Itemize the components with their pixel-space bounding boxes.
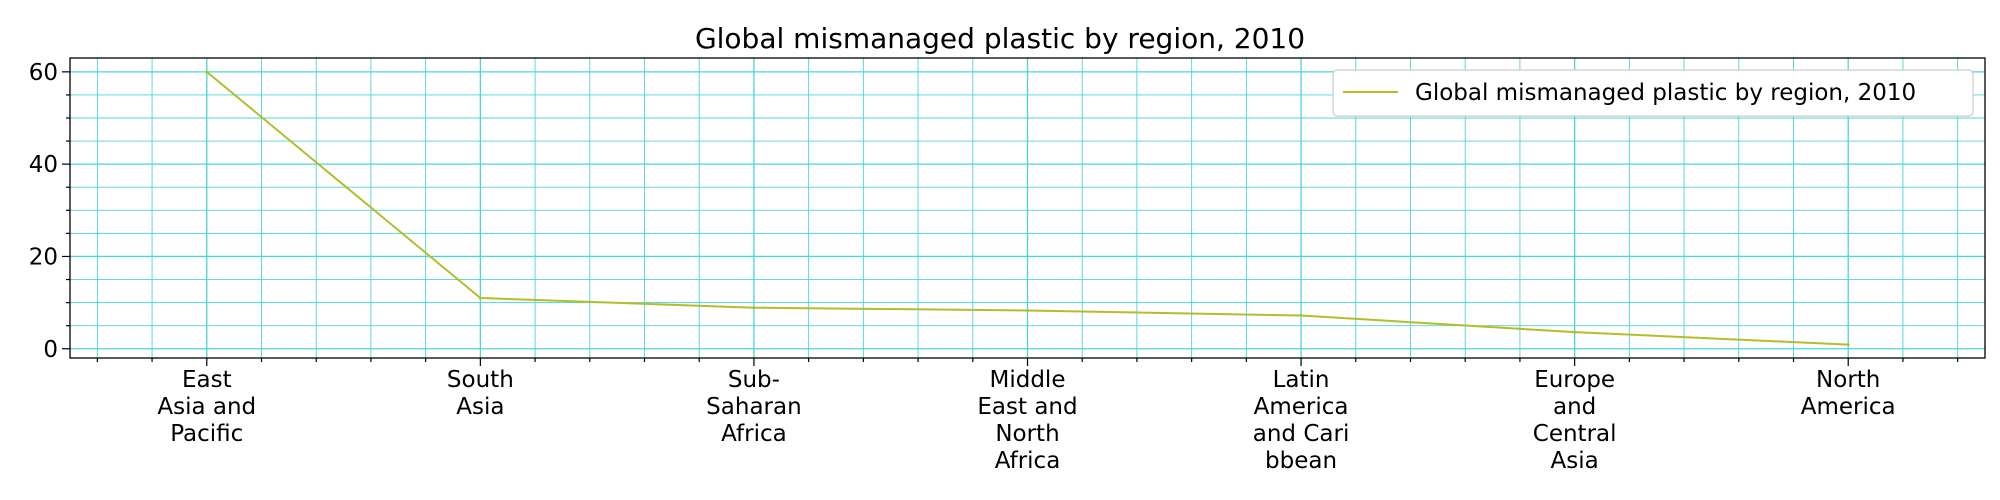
x-tick-label: North America (1801, 367, 1896, 420)
x-tick-label: Europe and Central Asia (1533, 367, 1617, 474)
axes: 0 20 40 60 East Asia and Pacific South Asia Sub-S… (29, 57, 1986, 474)
data-point (478, 296, 482, 300)
y-tick-label: 40 (29, 152, 58, 178)
legend-box (1332, 69, 1974, 117)
x-tick-label: Latin America and Cari bbean (1253, 367, 1350, 474)
chart-title: Global mismanaged plastic by region, 201… (695, 22, 1305, 55)
data-point (752, 306, 756, 310)
x-tick-label: South Asia (447, 367, 514, 420)
y-tick-label: 60 (29, 60, 58, 86)
legend: Global mismanaged plastic by region, 201… (1332, 69, 1974, 117)
data-point (1026, 308, 1029, 312)
series-layer (205, 70, 1850, 347)
y-tick-label: 20 (29, 244, 58, 270)
x-tick-label: Middle East and North Africa (977, 367, 1077, 474)
y-tick-label: 0 (43, 337, 58, 363)
data-point (1299, 314, 1303, 318)
data-point (1573, 330, 1577, 334)
x-tick-label: Sub-Saharan Africa (706, 367, 802, 447)
data-point (205, 70, 209, 74)
legend-label: Global mismanaged plastic by region, 201… (1415, 80, 1916, 106)
data-point (1846, 343, 1850, 347)
x-tick-label: East Asia and Pacific (157, 367, 256, 447)
